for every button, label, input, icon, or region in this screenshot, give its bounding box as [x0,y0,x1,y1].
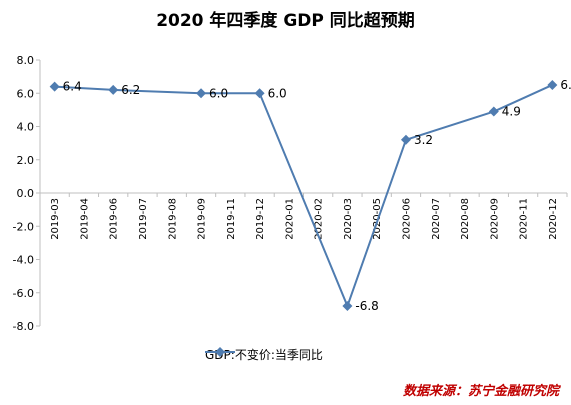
data-point-marker [196,88,207,99]
x-tick-label: 2020-06 [401,198,412,240]
data-point-marker [547,79,558,90]
data-label: 3.2 [414,133,433,147]
x-tick-label: 2020-08 [460,198,471,240]
x-tick-label: 2020-07 [431,198,442,240]
x-tick-label: 2019-04 [79,198,90,240]
y-tick-label: -8.0 [13,320,34,333]
x-tick-label: 2019-06 [109,198,120,240]
data-label: 4.9 [502,105,521,119]
y-tick-label: 4.0 [17,121,35,134]
y-tick-label: 8.0 [17,54,35,67]
data-label: 6.5 [560,78,571,92]
x-tick-label: 2020-03 [343,198,354,240]
y-tick-label: 0.0 [17,187,35,200]
x-tick-label: 2020-11 [519,198,530,240]
x-tick-label: 2019-03 [50,198,61,240]
data-point-marker [400,134,411,145]
data-label: 6.2 [121,83,140,97]
x-tick-label: 2020-01 [284,198,295,240]
y-tick-label: 6.0 [17,87,35,100]
x-tick-label: 2020-09 [489,198,500,240]
x-tick-label: 2019-07 [138,198,149,240]
y-tick-label: 2.0 [17,154,35,167]
x-tick-label: 2020-02 [314,198,325,240]
data-label: 6.0 [209,86,228,100]
data-point-marker [49,81,60,92]
data-point-marker [108,84,119,95]
legend-line-marker [205,347,235,357]
y-tick-label: -2.0 [13,220,34,233]
x-tick-label: 2019-08 [167,198,178,240]
data-label: -6.8 [355,299,378,313]
data-point-marker [488,106,499,117]
x-tick-label: 2019-11 [226,198,237,240]
data-point-marker [342,301,353,312]
data-label: 6.0 [268,86,287,100]
x-tick-label: 2019-12 [255,198,266,240]
series-line [54,84,553,309]
source-note: 数据来源：苏宁金融研究院 [402,384,559,399]
legend: GDP:不变价:当季同比 [205,345,323,363]
data-label: 6.4 [63,80,82,94]
chart-title: 2020 年四季度 GDP 同比超预期 [156,11,415,31]
data-point-marker [254,88,265,99]
x-tick-label: 2019-09 [197,198,208,240]
x-tick-label: 2020-12 [548,198,559,240]
y-tick-label: -4.0 [13,254,34,267]
y-tick-label: -6.0 [13,287,34,300]
